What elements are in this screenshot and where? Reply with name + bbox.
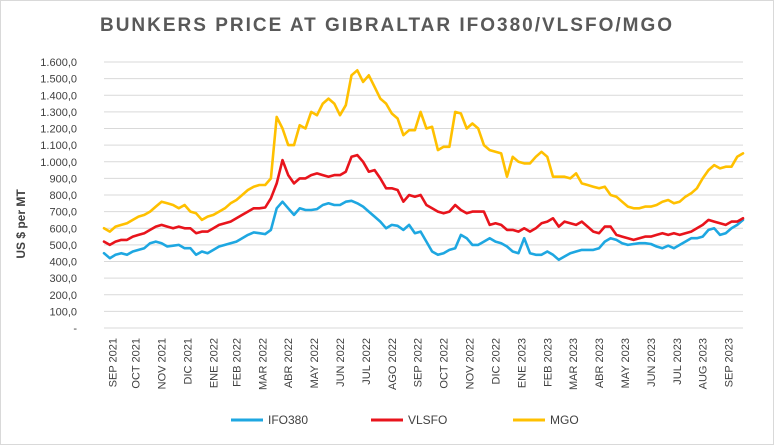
x-tick-label: ENE 2022 <box>208 338 220 388</box>
legend-item-mgo: MGO <box>513 413 579 427</box>
x-tick-label: SEP 2023 <box>724 338 736 387</box>
x-tick-label: JUL 2022 <box>361 338 373 385</box>
y-tick-label: 300,0 <box>49 273 77 285</box>
x-tick-label: OCT 2021 <box>131 338 143 389</box>
x-tick-label: DIC 2021 <box>182 338 194 384</box>
series-line-mgo <box>102 69 745 233</box>
x-tick-label: JUN 2022 <box>335 338 347 387</box>
x-tick-label: AGO 2022 <box>387 338 399 390</box>
chart-title: BUNKERS PRICE AT GIBRALTAR IFO380/VLSFO/… <box>99 15 675 36</box>
y-tick-label: 1.400,0 <box>40 90 77 102</box>
x-tick-label: JUN 2023 <box>646 338 658 387</box>
x-tick-label: MAR 2023 <box>568 338 580 390</box>
x-tick-label: NOV 2022 <box>465 338 477 389</box>
x-tick-label: FEB 2023 <box>542 338 554 387</box>
x-tick-label: OCT 2022 <box>439 338 451 389</box>
y-tick-label: 1.200,0 <box>40 124 77 136</box>
x-tick-label: ENE 2023 <box>516 338 528 388</box>
x-tick-label: JUL 2023 <box>672 338 684 385</box>
y-tick-label: - <box>73 323 77 335</box>
x-tick-label: SEP 2022 <box>413 338 425 387</box>
series-line-ifo380 <box>102 199 745 262</box>
y-tick-label: 600,0 <box>49 223 77 235</box>
x-tick-label: DIC 2022 <box>490 338 502 384</box>
y-tick-label: 700,0 <box>49 207 77 219</box>
y-tick-label: 200,0 <box>49 290 77 302</box>
y-tick-label: 400,0 <box>49 257 77 269</box>
x-tick-label: ABR 2023 <box>594 338 606 388</box>
y-tick-label: 1.100,0 <box>40 140 77 152</box>
legend-item-vlsfo: VLSFO <box>371 413 447 427</box>
y-tick-label: 100,0 <box>49 306 77 318</box>
x-tick-label: FEB 2022 <box>231 338 243 387</box>
x-tick-label: ABR 2022 <box>283 338 295 388</box>
y-tick-label: 1.300,0 <box>40 107 77 119</box>
x-tick-label: AUG 2023 <box>698 338 710 389</box>
y-tick-label: 1.500,0 <box>40 74 77 86</box>
series-line-vlsfo <box>102 153 745 247</box>
y-tick-label: 1.000,0 <box>40 157 77 169</box>
legend-label: VLSFO <box>408 413 447 427</box>
y-tick-label: 900,0 <box>49 173 77 185</box>
x-tick-label: MAY 2022 <box>309 338 321 388</box>
y-tick-label: 800,0 <box>49 190 77 202</box>
x-tick-label: NOV 2021 <box>157 338 169 389</box>
y-tick-label: 1.600,0 <box>40 57 77 69</box>
legend-label: MGO <box>550 413 579 427</box>
x-tick-label: SEP 2021 <box>108 338 120 387</box>
y-tick-label: 500,0 <box>49 240 77 252</box>
y-axis-label: US $ per MT <box>14 189 28 259</box>
x-tick-label: MAR 2022 <box>257 338 269 390</box>
x-tick-label: MAY 2023 <box>620 338 632 388</box>
legend-label: IFO380 <box>268 413 308 427</box>
legend-item-ifo380: IFO380 <box>231 413 308 427</box>
